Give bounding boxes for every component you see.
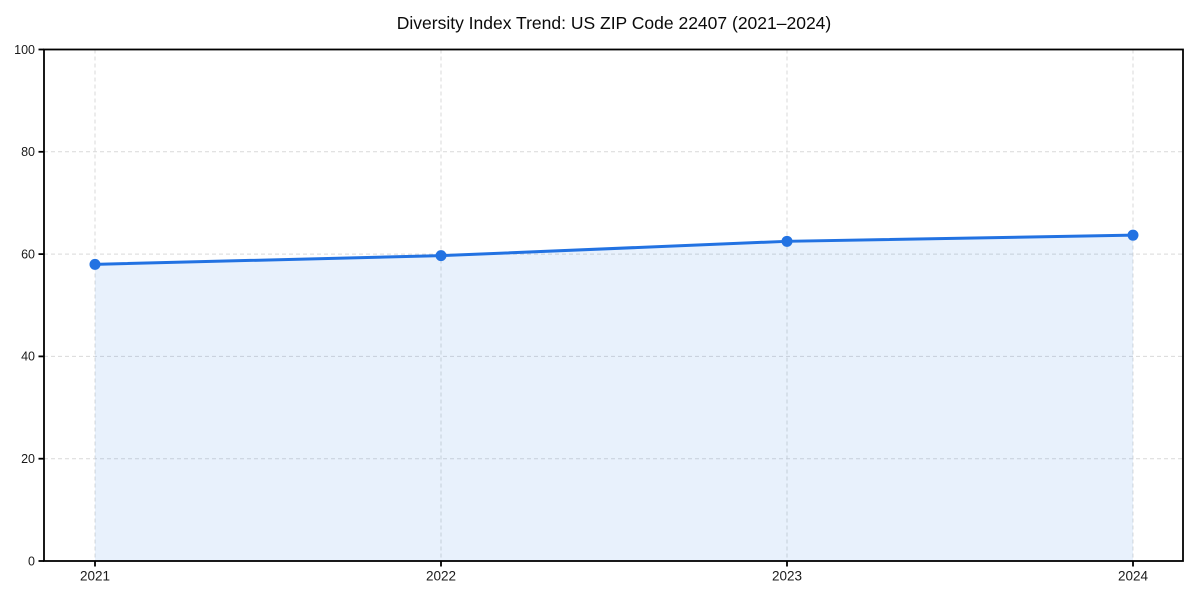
plot-border [43, 48, 1184, 562]
data-point-2024 [1127, 229, 1139, 241]
data-points [89, 229, 1139, 270]
area-fill [95, 235, 1133, 561]
area-under-line [95, 235, 1133, 561]
axes-box [38, 48, 1184, 567]
y-tick-label-100: 100 [14, 43, 35, 57]
chart-title: Diversity Index Trend: US ZIP Code 22407… [397, 13, 832, 33]
trend-line [93, 233, 1135, 266]
data-point-2021 [89, 258, 101, 270]
y-tick-label-40: 40 [21, 350, 35, 364]
x-tick-label-2022: 2022 [426, 569, 456, 584]
x-tick-label-2023: 2023 [772, 569, 802, 584]
diversity-index-line [93, 233, 1135, 266]
x-tick-label-2024: 2024 [1118, 569, 1149, 584]
gridlines [44, 49, 1183, 562]
tick-labels: 0 20 40 60 80 100 2021 2022 2023 2024 [14, 43, 1148, 584]
data-point-2023 [781, 235, 793, 247]
y-tick-label-0: 0 [28, 554, 35, 568]
y-tick-label-60: 60 [21, 247, 35, 261]
data-point-2022 [435, 250, 447, 262]
y-tick-label-20: 20 [21, 452, 35, 466]
x-tick-label-2021: 2021 [80, 569, 110, 584]
y-tick-label-80: 80 [21, 145, 35, 159]
